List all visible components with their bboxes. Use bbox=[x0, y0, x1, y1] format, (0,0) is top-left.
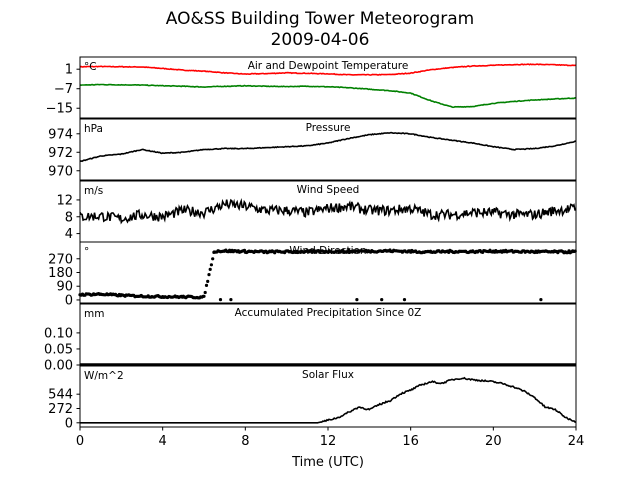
panel-unit-label: hPa bbox=[84, 123, 103, 135]
panel-title: Accumulated Precipitation Since 0Z bbox=[235, 307, 422, 319]
panel-unit-label: m/s bbox=[84, 185, 103, 197]
wind-direction-point bbox=[229, 298, 233, 302]
x-tick-label: 12 bbox=[320, 434, 337, 449]
wind-direction-point bbox=[204, 283, 209, 287]
y-tick-label: 544 bbox=[48, 388, 73, 403]
wind-direction-point bbox=[218, 298, 223, 302]
panel-frame bbox=[79, 56, 577, 119]
y-tick-label: 0.10 bbox=[44, 326, 73, 341]
series-solar_flux-0 bbox=[80, 376, 577, 424]
y-tick-label: 970 bbox=[48, 164, 73, 179]
panel-precipitation: 0.100.05 0.00 mm Accumulated Precipitation … bbox=[44, 303, 577, 374]
y-tick-label: 0 bbox=[65, 293, 73, 308]
wind-direction-point bbox=[380, 298, 384, 302]
y-tick-label: 4 bbox=[65, 227, 73, 242]
y-tick-label: 272 bbox=[48, 402, 73, 417]
x-axis-label: Time (UTC) bbox=[291, 455, 364, 470]
panel-unit-label: W/m^2 bbox=[84, 370, 124, 382]
series-wind_direction-points bbox=[78, 248, 577, 302]
y-tick-label: 974 bbox=[48, 127, 73, 142]
y-tick-label: 90 bbox=[56, 280, 73, 295]
wind-direction-point bbox=[202, 294, 206, 298]
panel-temperature: 1 −7 −15 °C Air and Dewpoint Temperature bbox=[46, 56, 577, 119]
panel-title: Wind Speed bbox=[297, 184, 360, 196]
y-tick-label: 180 bbox=[48, 266, 73, 281]
wind-direction-point bbox=[203, 290, 207, 295]
x-tick-label: 4 bbox=[159, 434, 167, 449]
wind-direction-point bbox=[402, 298, 407, 302]
y-tick-label: 0.00 bbox=[44, 359, 73, 374]
panel-frame bbox=[79, 303, 577, 366]
panel-frame bbox=[79, 118, 577, 181]
series-wind_speed-0 bbox=[79, 197, 577, 225]
wind-direction-point bbox=[206, 279, 210, 283]
y-tick-label: 1 bbox=[65, 63, 73, 78]
x-tick-label: 16 bbox=[402, 434, 419, 449]
y-tick-label: −15 bbox=[46, 102, 73, 117]
wind-direction-point bbox=[211, 257, 215, 261]
panel-pressure: 974 972 970 hPa Pressure bbox=[48, 118, 577, 181]
panel-stack: 1−7−15°C Air and Dewpoint Temperature9749… bbox=[44, 56, 577, 431]
x-tick-label: 8 bbox=[241, 434, 249, 449]
panel-unit-label: mm bbox=[84, 308, 104, 320]
y-tick-label: 0.05 bbox=[44, 342, 73, 357]
y-tick-label: 0 bbox=[65, 416, 73, 431]
panel-title: Wind Direction bbox=[289, 245, 366, 257]
y-tick-label: 972 bbox=[48, 146, 73, 161]
y-tick-label: 8 bbox=[65, 210, 73, 225]
wind-direction-point bbox=[209, 263, 213, 267]
panel-wind_speed: 12 8 4 m/s Wind Speed bbox=[56, 180, 577, 243]
y-tick-label: 270 bbox=[48, 252, 73, 267]
wind-direction-point bbox=[355, 298, 359, 302]
series-temperature-0 bbox=[79, 63, 576, 76]
wind-direction-point bbox=[539, 298, 543, 302]
x-tick-label: 20 bbox=[485, 434, 502, 449]
series-temperature-1 bbox=[79, 83, 577, 109]
y-tick-label: 12 bbox=[56, 193, 73, 208]
wind-direction-point bbox=[208, 267, 212, 271]
panel-unit-label: ° bbox=[84, 246, 89, 258]
x-axis: 0 4 8 12 16 20 24 bbox=[76, 434, 584, 449]
x-tick-label: 24 bbox=[568, 434, 585, 449]
x-tick-label: 0 bbox=[76, 434, 84, 449]
panel-title: Air and Dewpoint Temperature bbox=[248, 60, 409, 72]
wind-direction-point bbox=[207, 273, 211, 277]
panel-title: Pressure bbox=[306, 122, 351, 134]
panel-unit-label: °C bbox=[84, 61, 97, 73]
chart-title: AO&SS Building Tower Meteorogram bbox=[166, 9, 474, 29]
panel-title: Solar Flux bbox=[302, 369, 354, 381]
chart-subtitle: 2009-04-06 bbox=[271, 30, 370, 50]
series-pressure-0 bbox=[79, 131, 576, 163]
y-tick-label: −7 bbox=[54, 82, 73, 97]
